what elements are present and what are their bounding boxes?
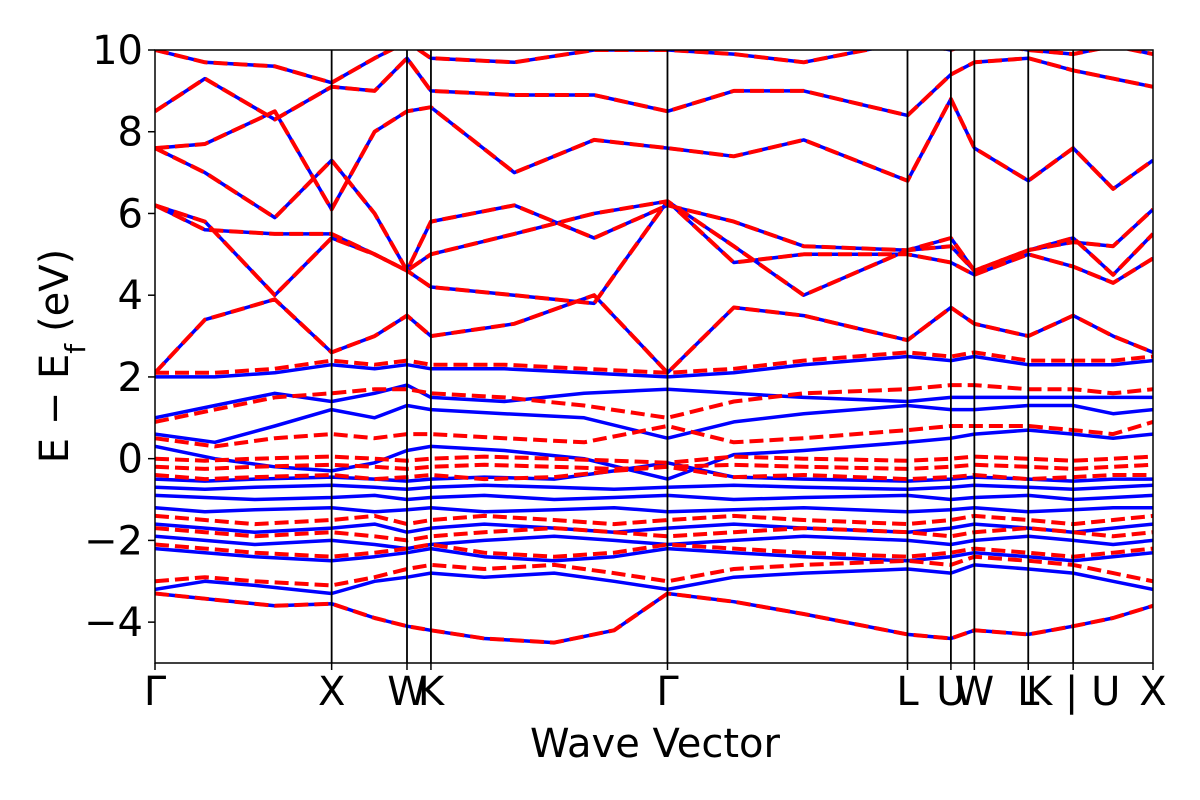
y-tick-label-3: 2 [118, 355, 143, 401]
plot-frame [154, 49, 1154, 664]
x-tick-label-0: Γ [144, 669, 167, 715]
solid-band-5 [155, 505, 1153, 514]
solid-band-2 [155, 546, 1153, 563]
x-tick-label-2: W [387, 669, 427, 715]
y-tick-label-1: −2 [84, 518, 143, 564]
y-axis-title-subscript: f [59, 343, 92, 354]
y-tick-label-6: 8 [118, 110, 143, 156]
x-tick-label-10: X [1139, 669, 1166, 715]
y-tick-label-2: 0 [118, 437, 143, 483]
solid-band-6 [155, 493, 1153, 502]
y-ticks: −4 −2 0 2 4 6 8 10 [84, 28, 155, 646]
dashed-band-4 [155, 513, 1153, 527]
y-axis-title: E − Ef (eV) [32, 249, 92, 464]
x-tick-label-8: L [1017, 669, 1040, 715]
dashed-band-3 [155, 526, 1153, 543]
dashed-band-1 [155, 554, 1153, 588]
x-tick-label-7: W [955, 669, 995, 715]
x-tick-label-3: K [418, 669, 446, 715]
x-tick-label-5: L [896, 669, 919, 715]
x-axis-title: Wave Vector [530, 721, 781, 767]
x-tick-label-4: Γ [656, 669, 679, 715]
y-tick-label-5: 6 [118, 191, 143, 237]
y-axis-title-base: E − E [32, 354, 78, 464]
dashed-band-6 [155, 462, 1153, 471]
x-tick-label-6: U [936, 669, 965, 715]
solid-band-3 [155, 534, 1153, 551]
kpoint-lines [330, 50, 1075, 663]
y-axis-title-unit: (eV) [32, 249, 78, 332]
solid-band-7 [155, 483, 1153, 492]
y-tick-label-0: −4 [84, 600, 143, 646]
y-tick-label-7: 10 [92, 28, 143, 74]
x-tick-label-1: X [318, 669, 345, 715]
dashed-band-0 [155, 591, 1153, 645]
dashed-band-7 [155, 454, 1153, 465]
dashed-band-2 [155, 542, 1153, 559]
solid-band-1 [155, 563, 1153, 596]
x-tick-label-9: K | U [1026, 669, 1120, 715]
y-tick-label-4: 4 [118, 273, 143, 319]
